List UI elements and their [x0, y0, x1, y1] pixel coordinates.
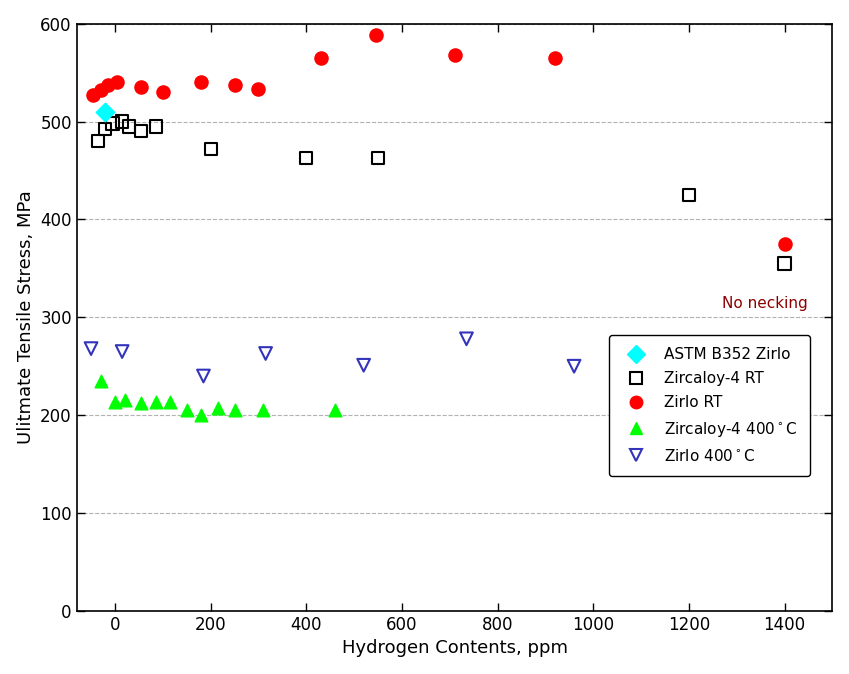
Zirlo RT	[110, 77, 124, 88]
X-axis label: Hydrogen Contents, ppm: Hydrogen Contents, ppm	[341, 640, 567, 657]
Zircaloy-4 RT	[106, 118, 120, 129]
Zirlo 400$^\circ$C	[459, 334, 473, 344]
Text: No necking: No necking	[722, 296, 808, 311]
Zirlo RT	[156, 87, 170, 98]
Zirlo RT	[251, 84, 265, 94]
Legend: ASTM B352 Zirlo, Zircaloy-4 RT, Zirlo RT, Zircaloy-4 400$^\circ$C, Zirlo 400$^\c: ASTM B352 Zirlo, Zircaloy-4 RT, Zirlo RT…	[609, 335, 810, 476]
Zircaloy-4 400$^\circ$C	[134, 398, 148, 409]
Zirlo 400$^\circ$C	[259, 348, 273, 359]
Zircaloy-4 RT	[115, 116, 129, 127]
Zirlo RT	[228, 80, 241, 91]
Zircaloy-4 RT	[92, 135, 105, 146]
Zirlo RT	[101, 80, 115, 91]
Zircaloy-4 400$^\circ$C	[194, 410, 208, 421]
Zircaloy-4 RT	[204, 144, 217, 154]
Zirlo RT	[548, 53, 562, 63]
Zirlo 400$^\circ$C	[84, 343, 98, 354]
Zirlo 400$^\circ$C	[115, 346, 129, 357]
Zircaloy-4 400$^\circ$C	[118, 395, 132, 406]
Zirlo RT	[368, 30, 382, 41]
Zircaloy-4 RT	[300, 152, 313, 163]
Zirlo RT	[447, 50, 461, 61]
Zirlo RT	[778, 239, 791, 249]
Zircaloy-4 400$^\circ$C	[108, 397, 121, 408]
Zircaloy-4 400$^\circ$C	[228, 405, 241, 416]
Zircaloy-4 400$^\circ$C	[211, 403, 225, 414]
Zirlo 400$^\circ$C	[357, 360, 370, 371]
Zirlo RT	[314, 53, 328, 63]
Zirlo RT	[94, 85, 108, 96]
Zirlo RT	[194, 77, 208, 88]
Zircaloy-4 400$^\circ$C	[180, 405, 194, 416]
Zircaloy-4 RT	[778, 258, 791, 269]
ASTM B352 Zirlo	[98, 106, 112, 117]
Zircaloy-4 400$^\circ$C	[329, 405, 342, 416]
Zircaloy-4 RT	[682, 189, 695, 200]
Zircaloy-4 RT	[134, 126, 148, 137]
Zircaloy-4 RT	[371, 152, 385, 163]
Zircaloy-4 400$^\circ$C	[94, 375, 108, 386]
Zircaloy-4 RT	[149, 121, 162, 132]
Zirlo RT	[134, 82, 148, 93]
Zirlo 400$^\circ$C	[567, 361, 581, 371]
Zircaloy-4 400$^\circ$C	[163, 397, 177, 408]
Zirlo RT	[87, 90, 100, 100]
Zircaloy-4 RT	[98, 124, 112, 135]
Zircaloy-4 400$^\circ$C	[256, 405, 270, 416]
Y-axis label: Ulitmate Tensile Stress, MPa: Ulitmate Tensile Stress, MPa	[17, 191, 35, 444]
Zircaloy-4 RT	[122, 121, 136, 132]
Zirlo 400$^\circ$C	[197, 371, 211, 381]
Zircaloy-4 400$^\circ$C	[149, 397, 162, 408]
